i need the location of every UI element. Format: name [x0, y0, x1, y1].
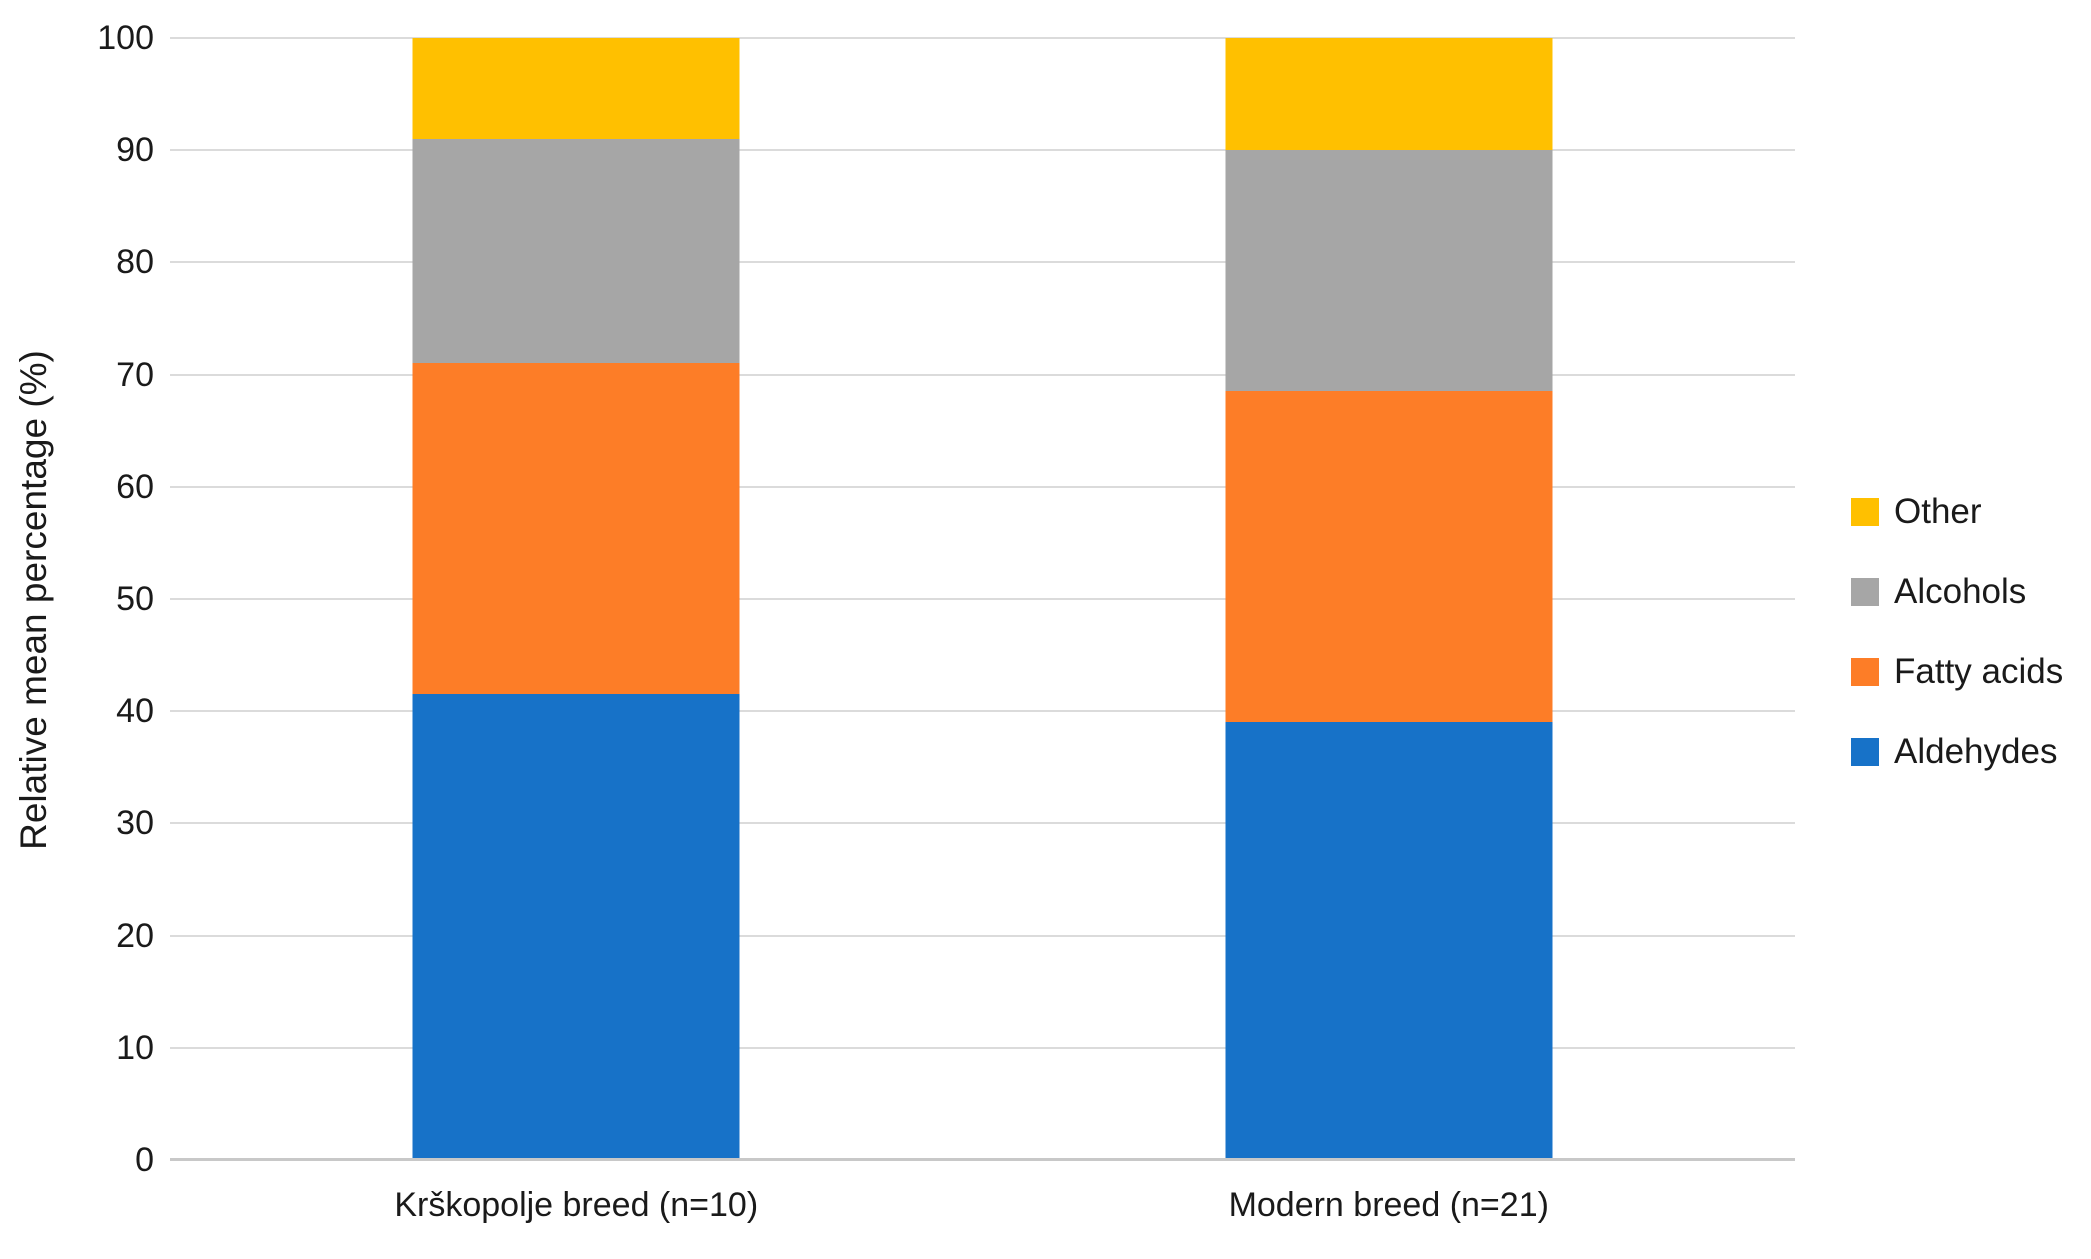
legend-item-other: Other: [1851, 492, 2063, 531]
y-tick-label: 40: [116, 692, 154, 731]
legend-color-swatch: [1851, 578, 1879, 606]
y-gridline: [170, 710, 1795, 713]
y-tick-label: 0: [135, 1141, 154, 1179]
y-gridline: [170, 1046, 1795, 1049]
stacked-bar: [1225, 38, 1553, 1160]
legend-item-alcohols: Alcohols: [1851, 572, 2063, 611]
legend-label: Other: [1894, 492, 1982, 531]
bar-segment-alcohols: [1225, 150, 1553, 392]
x-category-label: Modern breed (n=21): [1228, 1186, 1549, 1224]
y-tick-label: 60: [116, 467, 154, 506]
x-axis-line: [170, 1158, 1795, 1161]
y-axis-title: Relative mean percentage (%): [13, 350, 54, 850]
bar-segment-aldehydes: [412, 694, 740, 1160]
bar-segment-other: [412, 38, 740, 139]
y-gridline: [170, 485, 1795, 488]
bar-segment-fatty-acids: [1225, 391, 1553, 723]
y-gridline: [170, 37, 1795, 39]
bar-segment-fatty-acids: [412, 363, 740, 695]
y-tick-label: 30: [116, 804, 154, 843]
legend-item-aldehydes: Aldehydes: [1851, 732, 2063, 771]
y-tick-label: 50: [116, 580, 154, 618]
y-tick-label: 80: [116, 243, 154, 282]
legend-label: Aldehydes: [1894, 732, 2058, 771]
bar-segment-other: [1225, 38, 1553, 151]
y-tick-label: 100: [97, 19, 154, 57]
plot-area: 0 10 20 30 40 50 60 70 80 90 100 Krškopolje breed (…: [97, 21, 1795, 1224]
legend-item-fatty-acids: Fatty acids: [1851, 652, 2064, 691]
y-tick-label: 70: [116, 355, 154, 394]
y-gridline: [170, 822, 1795, 825]
x-category-label: Krškopolje breed (n=10): [394, 1186, 759, 1224]
legend-label: Fatty acids: [1894, 652, 2064, 691]
bar-segment-aldehydes: [1225, 722, 1553, 1160]
bar-segment-alcohols: [412, 139, 740, 364]
y-tick-label: 90: [116, 131, 154, 170]
y-gridline: [170, 373, 1795, 376]
y-tick-label: 20: [116, 916, 154, 955]
y-gridline: [170, 261, 1795, 264]
legend-color-swatch: [1851, 498, 1879, 526]
stacked-bar: [412, 38, 740, 1160]
legend-color-swatch: [1851, 658, 1879, 686]
legend: Other Alcohols Fatty acids Aldehydes: [1851, 492, 2064, 814]
y-gridline: [170, 598, 1795, 600]
legend-color-swatch: [1851, 738, 1879, 766]
y-gridline: [170, 934, 1795, 937]
y-tick-label: 10: [116, 1028, 154, 1067]
legend-label: Alcohols: [1894, 572, 2027, 611]
y-gridline: [170, 149, 1795, 152]
